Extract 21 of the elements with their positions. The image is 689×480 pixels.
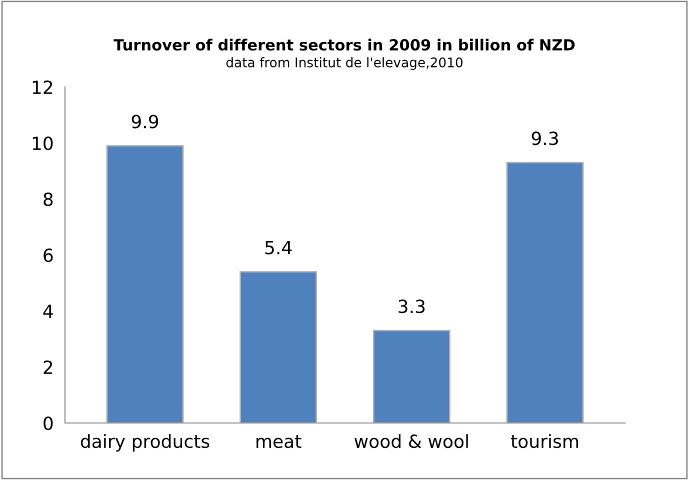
y-tick-label: 8 bbox=[44, 192, 53, 206]
bar bbox=[240, 271, 318, 423]
y-tick-label: 10 bbox=[32, 136, 53, 150]
x-tick-label: wood & wool bbox=[354, 434, 468, 448]
data-label: 9.3 bbox=[532, 132, 558, 146]
data-label: 5.4 bbox=[265, 240, 292, 254]
y-tick-label: 12 bbox=[32, 80, 52, 94]
x-tick-label: tourism bbox=[510, 434, 578, 448]
data-label: 3.3 bbox=[398, 300, 425, 314]
x-tick-label: meat bbox=[256, 435, 302, 448]
chart-subtitle: data from Institut de l'elevage,2010 bbox=[226, 57, 462, 70]
y-tick-label: 6 bbox=[44, 248, 53, 262]
chart-title: Turnover of different sectors in 2009 in billion of NZD bbox=[114, 38, 575, 51]
x-tick-label: dairy products bbox=[80, 434, 210, 452]
bar bbox=[372, 330, 450, 423]
y-tick-label: 2 bbox=[44, 360, 52, 374]
bar bbox=[106, 145, 184, 423]
bar bbox=[506, 162, 584, 423]
data-label: 9.9 bbox=[132, 114, 158, 128]
y-tick-label: 4 bbox=[43, 304, 53, 318]
y-tick-label: 0 bbox=[44, 416, 53, 430]
